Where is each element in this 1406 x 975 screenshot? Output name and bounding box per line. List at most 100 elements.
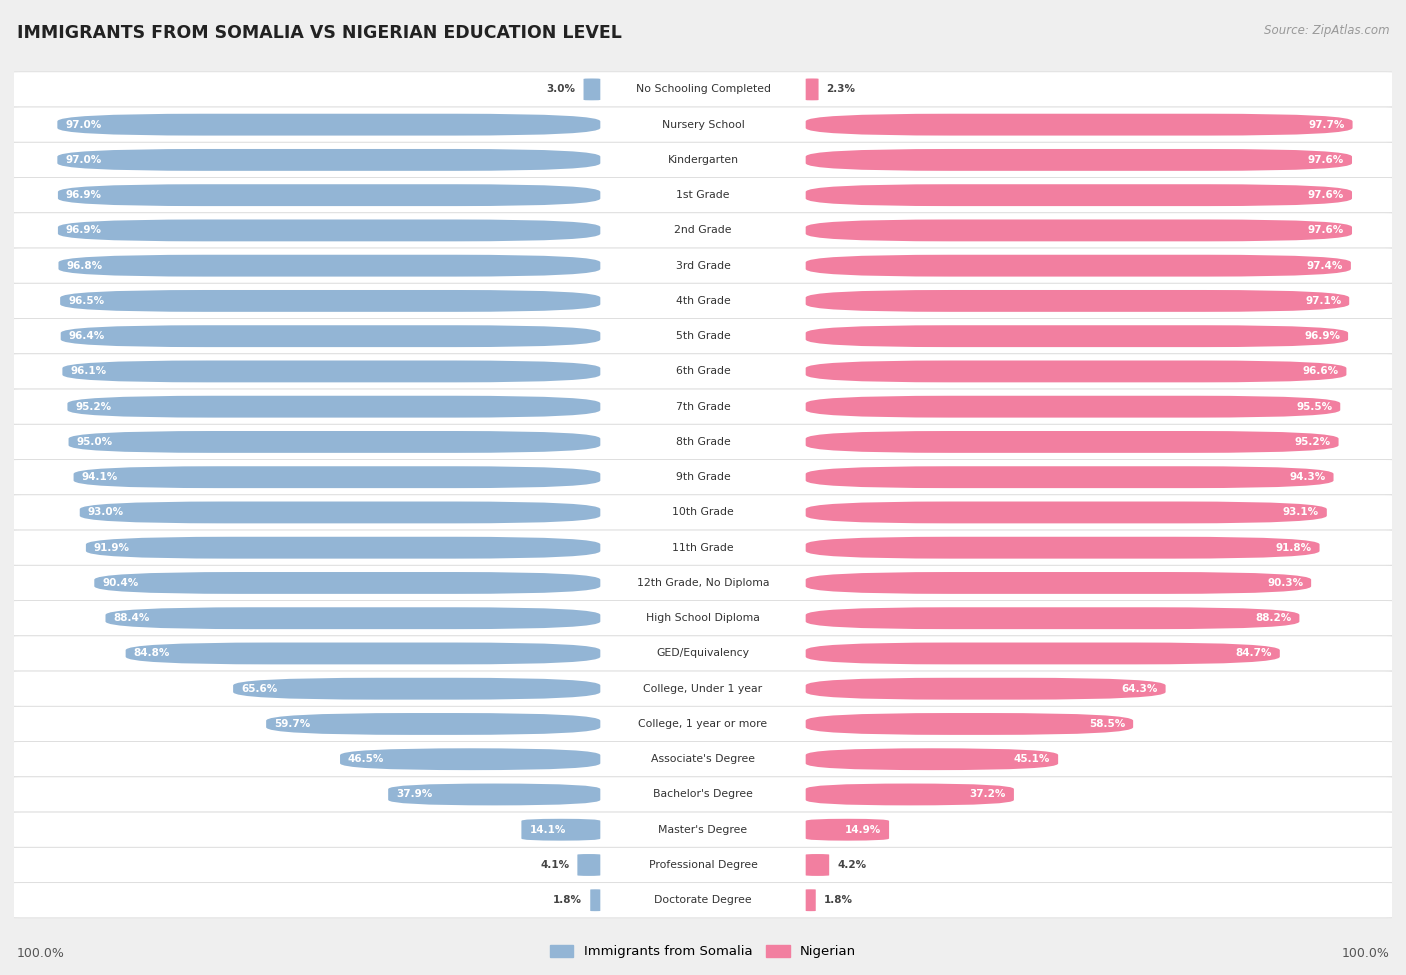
FancyBboxPatch shape bbox=[73, 466, 600, 488]
FancyBboxPatch shape bbox=[13, 601, 1393, 636]
Text: 96.8%: 96.8% bbox=[66, 260, 103, 271]
FancyBboxPatch shape bbox=[105, 607, 600, 629]
FancyBboxPatch shape bbox=[125, 643, 600, 664]
Text: 84.8%: 84.8% bbox=[134, 648, 170, 658]
Text: 8th Grade: 8th Grade bbox=[676, 437, 730, 447]
Text: 84.7%: 84.7% bbox=[1236, 648, 1272, 658]
Text: 64.3%: 64.3% bbox=[1121, 683, 1157, 693]
FancyBboxPatch shape bbox=[13, 177, 1393, 213]
Text: 96.6%: 96.6% bbox=[1302, 367, 1339, 376]
FancyBboxPatch shape bbox=[388, 784, 600, 805]
FancyBboxPatch shape bbox=[13, 742, 1393, 777]
Text: 58.5%: 58.5% bbox=[1088, 719, 1125, 729]
Text: 95.0%: 95.0% bbox=[76, 437, 112, 447]
Text: 14.9%: 14.9% bbox=[845, 825, 882, 835]
Text: 7th Grade: 7th Grade bbox=[676, 402, 730, 411]
FancyBboxPatch shape bbox=[13, 142, 1393, 177]
FancyBboxPatch shape bbox=[13, 72, 1393, 107]
FancyBboxPatch shape bbox=[806, 114, 1353, 136]
FancyBboxPatch shape bbox=[13, 495, 1393, 530]
Text: 97.6%: 97.6% bbox=[1308, 225, 1344, 235]
Text: 90.4%: 90.4% bbox=[103, 578, 139, 588]
Text: 11th Grade: 11th Grade bbox=[672, 543, 734, 553]
FancyBboxPatch shape bbox=[806, 184, 1353, 206]
FancyBboxPatch shape bbox=[13, 424, 1393, 459]
Text: 91.9%: 91.9% bbox=[94, 543, 129, 553]
FancyBboxPatch shape bbox=[13, 284, 1393, 319]
Text: 91.8%: 91.8% bbox=[1275, 543, 1312, 553]
Text: 97.4%: 97.4% bbox=[1306, 260, 1343, 271]
FancyBboxPatch shape bbox=[806, 643, 1279, 664]
Text: 12th Grade, No Diploma: 12th Grade, No Diploma bbox=[637, 578, 769, 588]
FancyBboxPatch shape bbox=[340, 748, 600, 770]
FancyBboxPatch shape bbox=[806, 889, 815, 912]
FancyBboxPatch shape bbox=[80, 501, 600, 524]
Text: Kindergarten: Kindergarten bbox=[668, 155, 738, 165]
FancyBboxPatch shape bbox=[13, 671, 1393, 706]
FancyBboxPatch shape bbox=[806, 748, 1059, 770]
Text: 96.9%: 96.9% bbox=[1305, 332, 1340, 341]
Text: Master's Degree: Master's Degree bbox=[658, 825, 748, 835]
FancyBboxPatch shape bbox=[13, 459, 1393, 495]
FancyBboxPatch shape bbox=[806, 466, 1333, 488]
FancyBboxPatch shape bbox=[806, 678, 1166, 700]
FancyBboxPatch shape bbox=[806, 326, 1348, 347]
Text: 97.0%: 97.0% bbox=[65, 120, 101, 130]
FancyBboxPatch shape bbox=[522, 819, 600, 840]
Text: 1st Grade: 1st Grade bbox=[676, 190, 730, 200]
Text: 88.4%: 88.4% bbox=[114, 613, 150, 623]
FancyBboxPatch shape bbox=[69, 431, 600, 452]
FancyBboxPatch shape bbox=[62, 361, 600, 382]
FancyBboxPatch shape bbox=[13, 812, 1393, 847]
Text: 100.0%: 100.0% bbox=[17, 947, 65, 960]
Text: 10th Grade: 10th Grade bbox=[672, 507, 734, 518]
Text: 97.7%: 97.7% bbox=[1308, 120, 1344, 130]
FancyBboxPatch shape bbox=[806, 396, 1340, 417]
Text: 97.1%: 97.1% bbox=[1305, 296, 1341, 306]
Text: 9th Grade: 9th Grade bbox=[676, 472, 730, 483]
FancyBboxPatch shape bbox=[806, 537, 1320, 559]
Text: College, 1 year or more: College, 1 year or more bbox=[638, 719, 768, 729]
FancyBboxPatch shape bbox=[583, 78, 600, 100]
FancyBboxPatch shape bbox=[13, 107, 1393, 142]
Text: College, Under 1 year: College, Under 1 year bbox=[644, 683, 762, 693]
FancyBboxPatch shape bbox=[13, 566, 1393, 601]
FancyBboxPatch shape bbox=[806, 607, 1299, 629]
Text: 1.8%: 1.8% bbox=[824, 895, 852, 905]
Text: No Schooling Completed: No Schooling Completed bbox=[636, 85, 770, 95]
FancyBboxPatch shape bbox=[59, 254, 600, 277]
Text: 97.6%: 97.6% bbox=[1308, 190, 1344, 200]
FancyBboxPatch shape bbox=[806, 431, 1339, 452]
FancyBboxPatch shape bbox=[806, 784, 1014, 805]
Text: Doctorate Degree: Doctorate Degree bbox=[654, 895, 752, 905]
Text: 96.1%: 96.1% bbox=[70, 367, 107, 376]
Text: 97.6%: 97.6% bbox=[1308, 155, 1344, 165]
Text: 96.9%: 96.9% bbox=[66, 225, 101, 235]
Text: 96.9%: 96.9% bbox=[66, 190, 101, 200]
Text: 2.3%: 2.3% bbox=[827, 85, 855, 95]
Text: 4.2%: 4.2% bbox=[837, 860, 866, 870]
FancyBboxPatch shape bbox=[806, 854, 830, 876]
FancyBboxPatch shape bbox=[13, 354, 1393, 389]
Text: 90.3%: 90.3% bbox=[1267, 578, 1303, 588]
FancyBboxPatch shape bbox=[58, 184, 600, 206]
FancyBboxPatch shape bbox=[13, 248, 1393, 284]
FancyBboxPatch shape bbox=[266, 713, 600, 735]
Text: 2nd Grade: 2nd Grade bbox=[675, 225, 731, 235]
FancyBboxPatch shape bbox=[806, 78, 818, 100]
Text: 94.1%: 94.1% bbox=[82, 472, 118, 483]
FancyBboxPatch shape bbox=[58, 149, 600, 171]
Text: 46.5%: 46.5% bbox=[347, 755, 384, 764]
Legend: Immigrants from Somalia, Nigerian: Immigrants from Somalia, Nigerian bbox=[544, 940, 862, 963]
Text: 3rd Grade: 3rd Grade bbox=[675, 260, 731, 271]
Text: 65.6%: 65.6% bbox=[240, 683, 277, 693]
Text: Associate's Degree: Associate's Degree bbox=[651, 755, 755, 764]
Text: 100.0%: 100.0% bbox=[1341, 947, 1389, 960]
Text: 14.1%: 14.1% bbox=[529, 825, 565, 835]
FancyBboxPatch shape bbox=[13, 389, 1393, 424]
FancyBboxPatch shape bbox=[806, 254, 1351, 277]
Text: 95.2%: 95.2% bbox=[76, 402, 111, 411]
Text: 96.4%: 96.4% bbox=[69, 332, 105, 341]
Text: IMMIGRANTS FROM SOMALIA VS NIGERIAN EDUCATION LEVEL: IMMIGRANTS FROM SOMALIA VS NIGERIAN EDUC… bbox=[17, 24, 621, 42]
FancyBboxPatch shape bbox=[60, 326, 600, 347]
